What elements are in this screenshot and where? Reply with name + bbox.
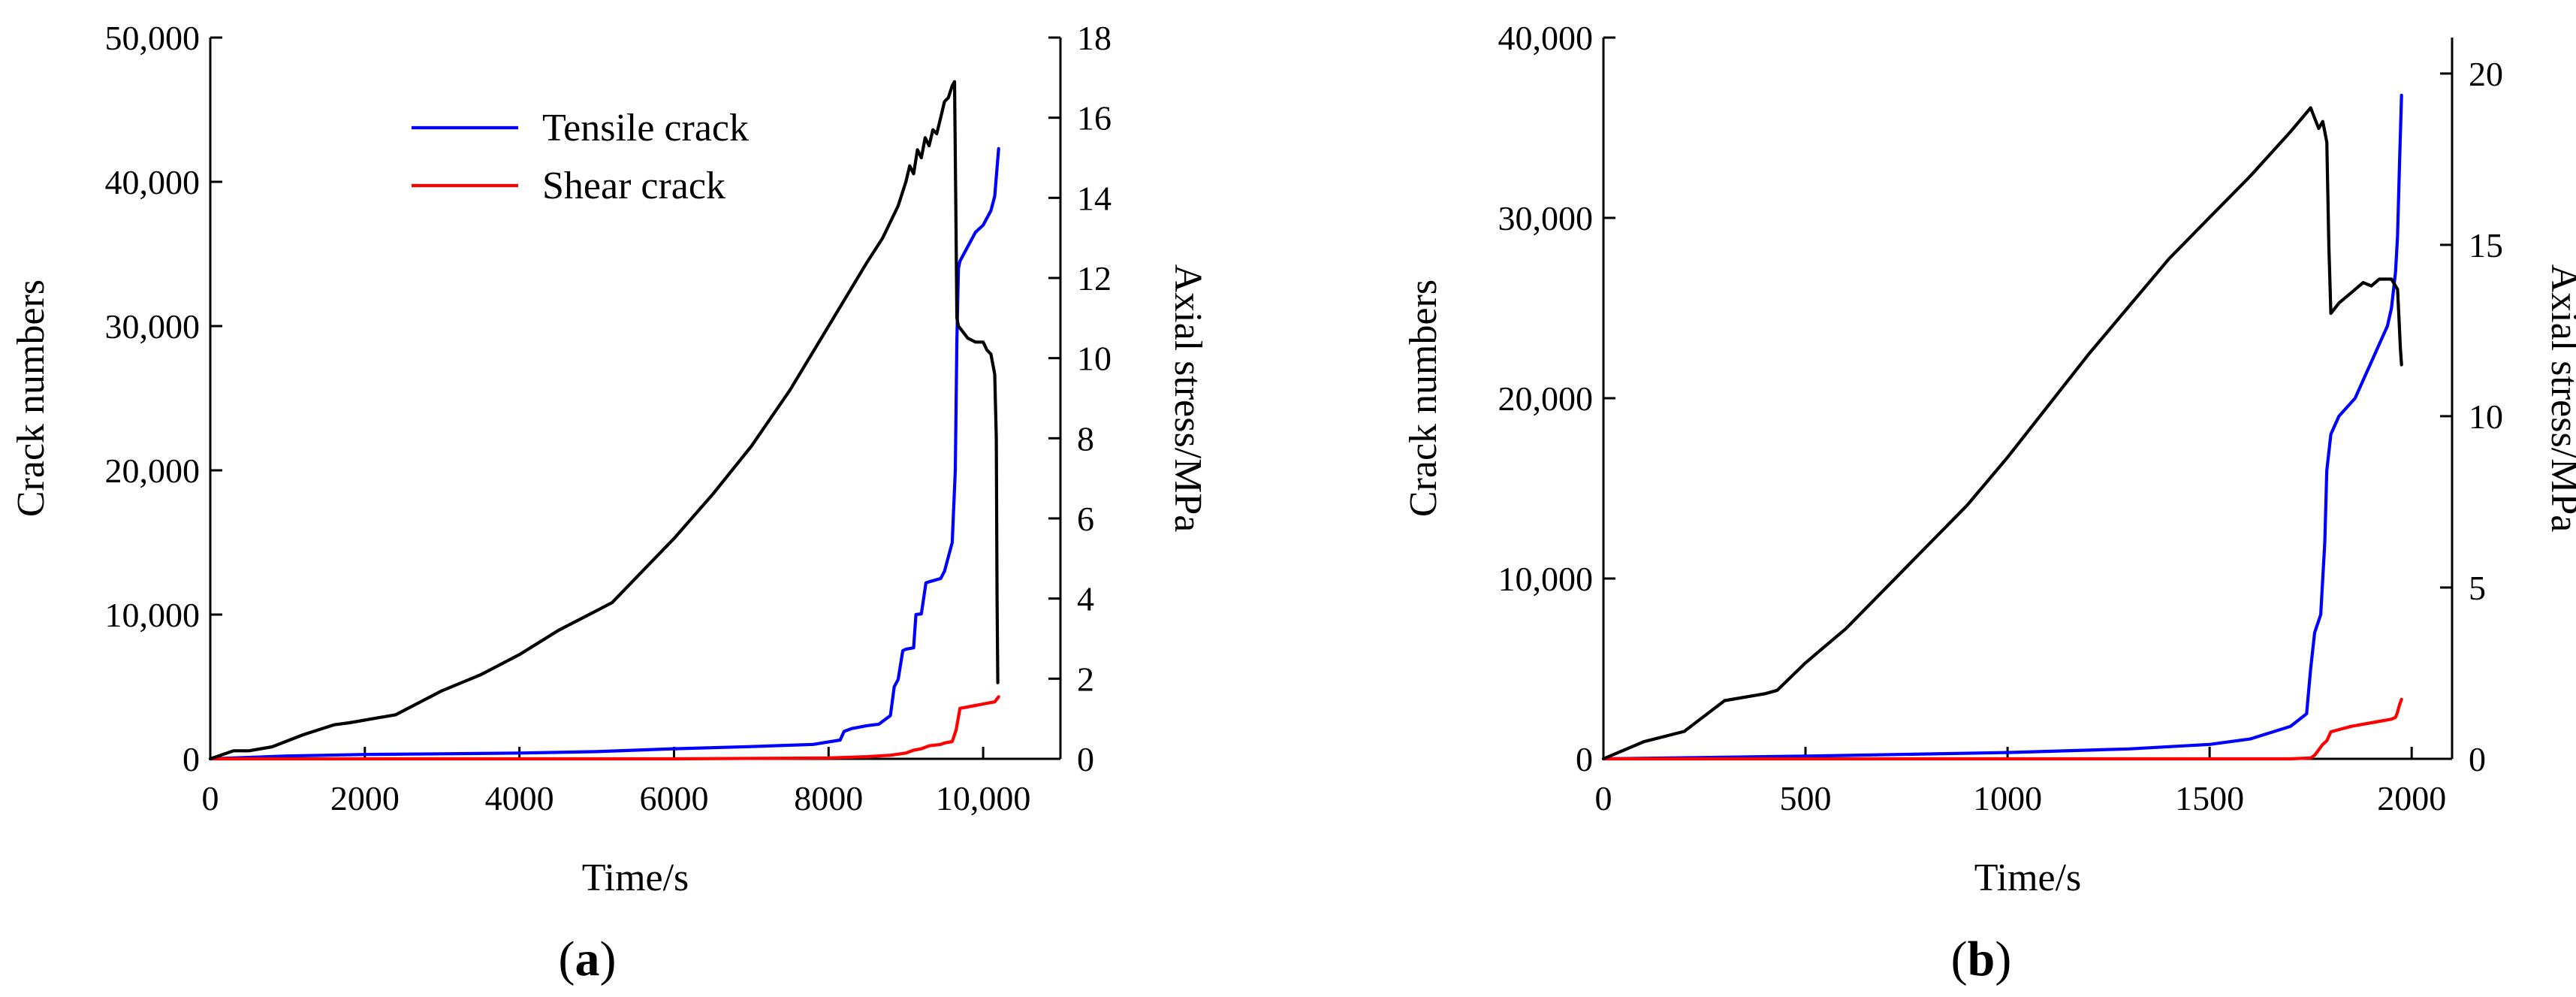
y-tick-label: 50,000 xyxy=(105,19,201,57)
x-tick-label: 1000 xyxy=(1973,779,2042,817)
y-tick-label: 10,000 xyxy=(1498,560,1594,598)
series-group-a xyxy=(208,80,1000,761)
y2-ticks-a: 0 2 4 6 8 10 12 14 16 18 xyxy=(1048,19,1112,778)
x-tick-label: 1500 xyxy=(2175,779,2244,817)
y-tick-label: 40,000 xyxy=(1498,19,1594,57)
x-tick-label: 4000 xyxy=(485,779,554,817)
tensile-crack-line xyxy=(1601,93,2403,761)
y2-axis-title-b: Axial stress/MPa xyxy=(2543,264,2576,533)
legend-label-shear: Shear crack xyxy=(542,165,725,207)
y-tick-label: 30,000 xyxy=(1498,199,1594,237)
x-ticks-a: 0 2000 4000 6000 8000 10,000 xyxy=(202,747,1031,817)
x-tick-label: 6000 xyxy=(639,779,708,817)
legend-label-tensile: Tensile crack xyxy=(542,107,749,150)
x-tick-label: 0 xyxy=(202,779,219,817)
y2-tick-label: 2 xyxy=(1077,660,1094,698)
y-tick-label: 20,000 xyxy=(1498,379,1594,418)
x-tick-label: 2000 xyxy=(330,779,400,817)
series-group-b xyxy=(1601,93,2403,761)
y2-tick-label: 14 xyxy=(1077,179,1112,217)
x-tick-label: 500 xyxy=(1780,779,1832,817)
y-tick-label: 0 xyxy=(1576,740,1593,778)
y-tick-label: 40,000 xyxy=(105,163,201,201)
y-tick-label: 0 xyxy=(182,740,200,778)
axial-stress-line xyxy=(1601,106,2403,761)
panel-a: 0 2000 4000 6000 8000 10,000 0 10,000 20,000 30,… xyxy=(10,19,1209,986)
y2-tick-label: 10 xyxy=(2469,397,2503,436)
y2-tick-label: 15 xyxy=(2469,226,2503,264)
x-tick-label: 0 xyxy=(1595,779,1612,817)
x-ticks-b: 0 500 1000 1500 2000 xyxy=(1595,747,2446,817)
x-tick-label: 8000 xyxy=(794,779,863,817)
y-axis-title-a: Crack numbers xyxy=(10,279,53,517)
y2-ticks-b: 0 5 10 15 20 xyxy=(2440,55,2503,778)
y-ticks-b: 0 10,000 20,000 30,000 40,000 xyxy=(1498,19,1615,778)
y-axis-title-b: Crack numbers xyxy=(1402,279,1445,517)
y2-tick-label: 0 xyxy=(2469,740,2486,778)
shear-crack-line xyxy=(1601,697,2403,761)
panel-label-a: (a) xyxy=(559,932,617,986)
x-tick-label: 10,000 xyxy=(936,779,1031,817)
y2-tick-label: 10 xyxy=(1077,340,1112,378)
x-axis-title-b: Time/s xyxy=(1974,857,2082,899)
panel-b: 0 500 1000 1500 2000 0 10,000 20,000 30,000 40,0… xyxy=(1402,19,2576,986)
y2-tick-label: 6 xyxy=(1077,500,1094,538)
y2-tick-label: 16 xyxy=(1077,99,1112,137)
panel-label-b: (b) xyxy=(1951,932,2012,986)
y2-tick-label: 5 xyxy=(2469,569,2486,607)
tensile-crack-line xyxy=(208,147,1000,761)
x-tick-label: 2000 xyxy=(2377,779,2446,817)
axial-stress-line xyxy=(208,80,1000,761)
y2-tick-label: 20 xyxy=(2469,55,2503,93)
y2-tick-label: 0 xyxy=(1077,740,1094,778)
y2-tick-label: 18 xyxy=(1077,19,1112,57)
plot-area-b xyxy=(1602,38,2454,760)
y-tick-label: 20,000 xyxy=(105,452,201,490)
y2-tick-label: 4 xyxy=(1077,580,1094,618)
y-tick-label: 10,000 xyxy=(105,596,201,634)
y2-tick-label: 12 xyxy=(1077,259,1112,298)
y-tick-label: 30,000 xyxy=(105,307,201,346)
y2-axis-title-a: Axial stress/MPa xyxy=(1166,264,1209,533)
x-axis-title-a: Time/s xyxy=(582,857,689,899)
y2-tick-label: 8 xyxy=(1077,419,1094,458)
legend: Tensile crack Shear crack xyxy=(412,107,749,207)
shear-crack-line xyxy=(208,695,1000,761)
y-ticks-a: 0 10,000 20,000 30,000 40,000 50,000 xyxy=(105,19,222,778)
